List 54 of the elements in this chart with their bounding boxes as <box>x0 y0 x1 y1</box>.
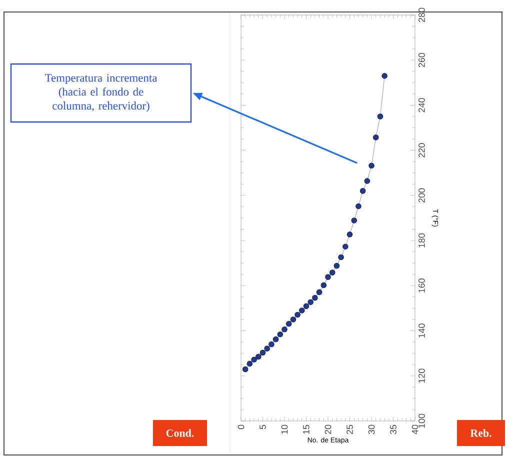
x-tick-label: 35 <box>390 424 396 434</box>
x-tick-label: 5 <box>260 424 266 430</box>
point <box>251 356 257 363</box>
point <box>360 188 366 194</box>
point <box>294 312 300 318</box>
point <box>264 346 270 352</box>
y-tick-label: 220 <box>418 143 425 158</box>
point <box>342 244 348 250</box>
point <box>260 350 266 356</box>
point <box>320 282 327 288</box>
point <box>346 232 353 238</box>
point <box>246 360 253 367</box>
text: Cond. <box>166 429 194 437</box>
point <box>356 203 362 210</box>
point <box>364 178 370 184</box>
point <box>268 341 274 348</box>
point <box>282 326 288 332</box>
point <box>303 303 310 310</box>
x-tick-label: 15 <box>303 424 310 434</box>
point <box>368 162 374 169</box>
point <box>242 366 248 372</box>
point <box>325 274 331 280</box>
y-tick-label: 140 <box>418 324 425 338</box>
y-tick-label: 100 <box>418 414 425 428</box>
x-tick-label: 20 <box>324 424 332 434</box>
y-tick-label: 260 <box>418 52 425 68</box>
x-tick-label: 25 <box>346 424 353 434</box>
x-tick-label: 40 <box>412 424 418 434</box>
y-tick-label: 200 <box>418 188 425 202</box>
point <box>256 354 262 360</box>
point <box>286 320 292 327</box>
point <box>290 316 296 322</box>
point <box>277 331 284 338</box>
text: Temperatura incrementa (hacia el fondo de columna, rehervidor) <box>44 74 158 112</box>
point <box>312 294 318 301</box>
point <box>272 336 279 342</box>
point <box>377 114 384 120</box>
y-tick-label: 240 <box>418 98 425 112</box>
text: Reb. <box>470 429 492 437</box>
y-tick-label: 120 <box>418 368 425 383</box>
y-tick-label: 160 <box>418 278 425 292</box>
point <box>308 299 314 306</box>
x-tick-label: 0 <box>238 424 244 430</box>
point <box>316 289 322 296</box>
point <box>334 262 340 269</box>
x-tick-label: 10 <box>281 424 288 434</box>
point <box>351 218 358 224</box>
y-tick-label: 180 <box>418 233 425 248</box>
point <box>299 308 305 314</box>
point <box>338 254 344 260</box>
point <box>329 270 336 276</box>
x-tick-label: 30 <box>368 424 375 434</box>
point <box>372 134 379 140</box>
point <box>382 72 388 79</box>
